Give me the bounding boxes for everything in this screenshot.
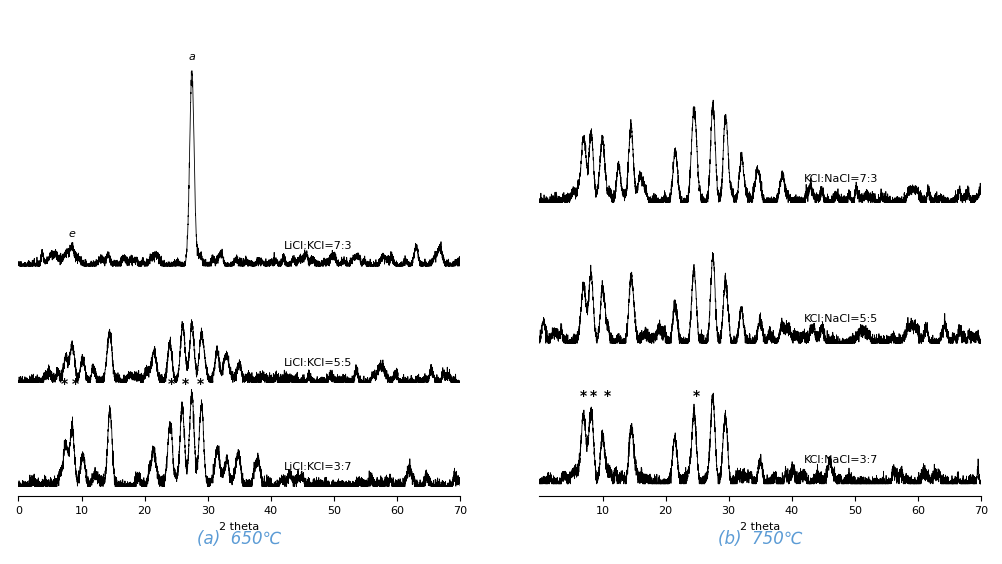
Text: KCl:NaCl=7:3: KCl:NaCl=7:3 <box>804 174 878 184</box>
Text: *: * <box>589 389 596 403</box>
Text: KCl:NaCl=5:5: KCl:NaCl=5:5 <box>804 314 878 324</box>
Text: *: * <box>60 377 67 391</box>
Text: a: a <box>188 51 195 61</box>
Text: LiCl:KCl=5:5: LiCl:KCl=5:5 <box>284 358 352 368</box>
Text: *: * <box>196 377 203 391</box>
X-axis label: 2 theta: 2 theta <box>739 522 780 532</box>
Text: (b)  750℃: (b) 750℃ <box>717 530 802 548</box>
Text: KCl:NaCl=3:7: KCl:NaCl=3:7 <box>804 455 878 465</box>
Text: LiCl:KCl=3:7: LiCl:KCl=3:7 <box>284 462 352 472</box>
Text: *: * <box>167 377 174 391</box>
Text: (a)  650℃: (a) 650℃ <box>197 530 282 548</box>
Text: *: * <box>579 389 586 403</box>
Text: e: e <box>68 229 75 239</box>
Text: *: * <box>603 389 610 403</box>
Text: *: * <box>691 389 698 403</box>
Text: *: * <box>71 377 79 391</box>
Text: LiCl:KCl=7:3: LiCl:KCl=7:3 <box>284 241 352 252</box>
X-axis label: 2 theta: 2 theta <box>218 522 260 532</box>
Text: *: * <box>182 377 189 391</box>
